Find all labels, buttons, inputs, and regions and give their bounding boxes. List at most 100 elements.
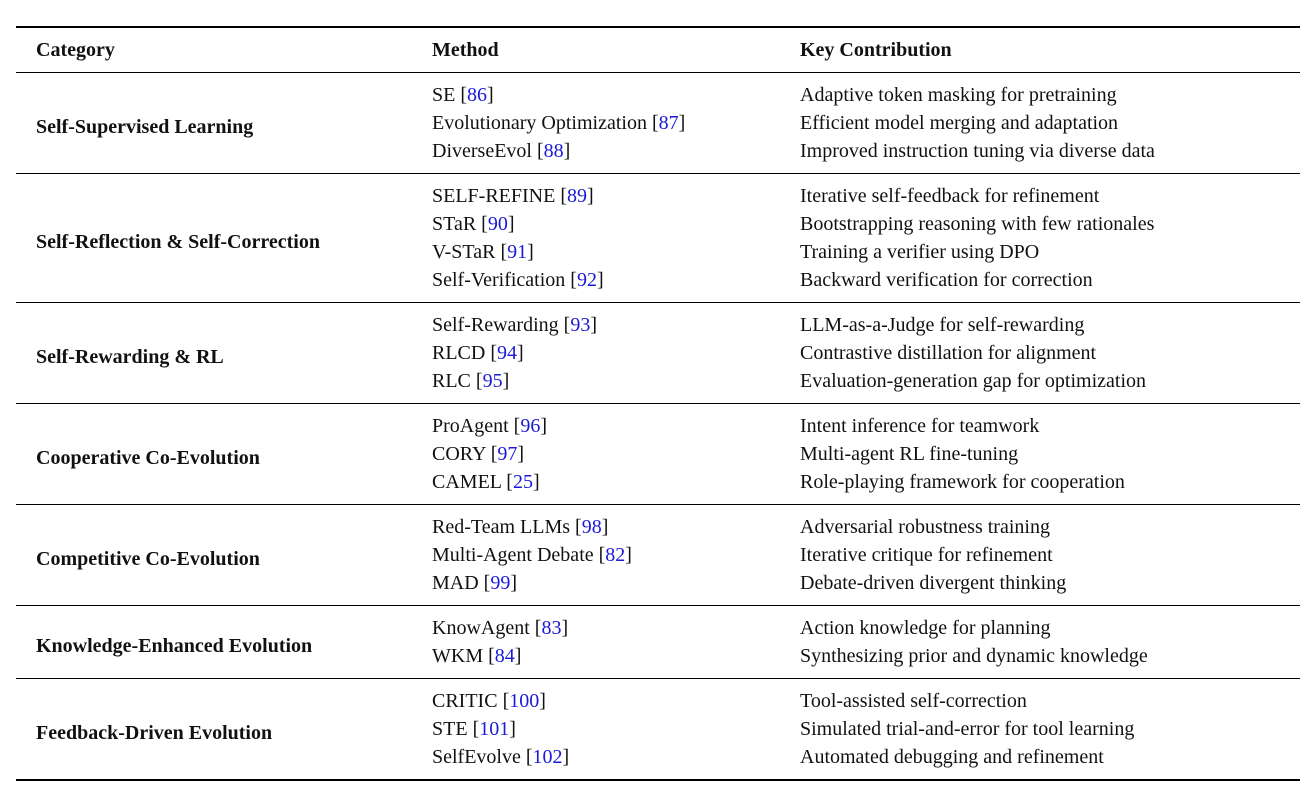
contribution-cell: Improved instruction tuning via diverse … — [800, 140, 1155, 162]
method-name: KnowAgent — [432, 617, 530, 639]
table-row: Multi-Agent Debate [82] Iterative critiqu… — [16, 541, 1300, 569]
method-name: CORY — [432, 443, 486, 465]
method-name: Self-Rewarding — [432, 314, 559, 336]
header-row: Category Method Key Contribution — [16, 27, 1300, 73]
table-row: DiverseEvol [88] Improved instruction tun… — [16, 137, 1300, 174]
category-cell: Self-Rewarding & RL — [16, 302, 412, 404]
table-row: Self-Rewarding & RL Self-Rewarding [93] LL… — [16, 302, 1300, 404]
column-header-method: Method — [432, 39, 499, 61]
category-cell: Knowledge-Enhanced Evolution — [16, 605, 412, 679]
contribution-cell: Efficient model merging and adaptation — [800, 112, 1119, 134]
citation-link[interactable]: 91 — [507, 241, 528, 263]
citation-link[interactable]: 93 — [570, 314, 591, 336]
method-cell: CRITIC [100] — [412, 678, 780, 715]
method-cell: WKM [84] — [432, 645, 522, 667]
contribution-cell: Training a verifier using DPO — [800, 241, 1040, 263]
category-cell: Competitive Co-Evolution — [16, 504, 412, 606]
method-cell: V-STaR [91] — [432, 241, 534, 263]
method-cell: STaR [90] — [432, 213, 515, 235]
method-cell: SELF-REFINE [89] — [412, 173, 780, 210]
citation-link[interactable]: 84 — [494, 645, 515, 667]
contribution-cell: Multi-agent RL fine-tuning — [800, 443, 1019, 465]
citation-link[interactable]: 88 — [543, 140, 564, 162]
table-row: V-STaR [91] Training a verifier using DPO — [16, 238, 1300, 266]
contribution-cell: Intent inference for teamwork — [780, 403, 1300, 440]
method-cell: DiverseEvol [88] — [432, 140, 571, 162]
citation-link[interactable]: 83 — [541, 617, 562, 639]
contribution-cell: Iterative critique for refinement — [800, 544, 1053, 566]
method-name: Multi-Agent Debate — [432, 544, 594, 566]
table-row: Knowledge-Enhanced Evolution KnowAgent [8… — [16, 605, 1300, 679]
table-row: Competitive Co-Evolution Red-Team LLMs [9… — [16, 504, 1300, 606]
method-name: Red-Team LLMs — [432, 516, 571, 538]
table-row: CORY [97] Multi-agent RL fine-tuning — [16, 440, 1300, 468]
method-name: V-STaR — [432, 241, 496, 263]
table-row: Self-Reflection & Self-Correction SELF-RE… — [16, 173, 1300, 303]
citation-link[interactable]: 92 — [576, 269, 597, 291]
citation-link[interactable]: 97 — [497, 443, 518, 465]
contribution-cell: Role-playing framework for cooperation — [800, 471, 1125, 493]
category-cell: Self-Reflection & Self-Correction — [16, 173, 412, 303]
contribution-cell: Contrastive distillation for alignment — [800, 342, 1097, 364]
table-row: RLCD [94] Contrastive distillation for al… — [16, 339, 1300, 367]
method-cell: CAMEL [25] — [432, 471, 540, 493]
method-cell: MAD [99] — [432, 572, 518, 594]
method-name: CAMEL — [432, 471, 502, 493]
contribution-cell: Automated debugging and refinement — [800, 746, 1104, 768]
contribution-cell: Tool-assisted self-correction — [780, 678, 1300, 715]
method-name: MAD — [432, 572, 479, 594]
method-cell: SelfEvolve [102] — [432, 746, 570, 768]
method-name: STaR — [432, 213, 477, 235]
method-cell: SE [86] — [412, 72, 780, 109]
citation-link[interactable]: 82 — [605, 544, 626, 566]
table-row: CAMEL [25] Role-playing framework for coo… — [16, 468, 1300, 505]
method-name: SE — [432, 84, 456, 106]
table-row: Self-Supervised Learning SE [86] Adaptive … — [16, 72, 1300, 174]
citation-link[interactable]: 90 — [487, 213, 508, 235]
citation-link[interactable]: 25 — [512, 471, 533, 493]
citation-link[interactable]: 94 — [497, 342, 518, 364]
citation-link[interactable]: 87 — [658, 112, 679, 134]
contribution-cell: Bootstrapping reasoning with few rationa… — [800, 213, 1155, 235]
method-name: SELF-REFINE — [432, 185, 556, 207]
method-name: CRITIC — [432, 690, 498, 712]
citation-link[interactable]: 86 — [467, 84, 488, 106]
method-name: Evolutionary Optimization — [432, 112, 647, 134]
contribution-cell: Iterative self-feedback for refinement — [780, 173, 1300, 210]
citation-link[interactable]: 100 — [509, 690, 540, 712]
citation-link[interactable]: 89 — [567, 185, 588, 207]
contribution-cell: Adversarial robustness training — [780, 504, 1300, 541]
contribution-cell: Debate-driven divergent thinking — [800, 572, 1067, 594]
method-name: DiverseEvol — [432, 140, 532, 162]
table-row: Feedback-Driven Evolution CRITIC [100] Too… — [16, 678, 1300, 780]
citation-link[interactable]: 101 — [479, 718, 510, 740]
method-name: WKM — [432, 645, 484, 667]
column-header-key-contribution: Key Contribution — [800, 39, 952, 61]
method-cell: KnowAgent [83] — [412, 605, 780, 642]
method-cell: ProAgent [96] — [412, 403, 780, 440]
method-cell: RLC [95] — [432, 370, 510, 392]
table-row: Evolutionary Optimization [87] Efficient … — [16, 109, 1300, 137]
method-cell: RLCD [94] — [432, 342, 524, 364]
paper-table-container: Category Method Key Contribution Self-Su… — [16, 26, 1300, 781]
method-cell: CORY [97] — [432, 443, 525, 465]
method-cell: Multi-Agent Debate [82] — [432, 544, 632, 566]
citation-link[interactable]: 96 — [520, 415, 541, 437]
citation-link[interactable]: 95 — [482, 370, 503, 392]
method-name: Self-Verification — [432, 269, 566, 291]
table-row: STE [101] Simulated trial-and-error for t… — [16, 715, 1300, 743]
table-row: RLC [95] Evaluation-generation gap for op… — [16, 367, 1300, 404]
method-name: RLCD — [432, 342, 486, 364]
contribution-cell: Synthesizing prior and dynamic knowledge — [800, 645, 1148, 667]
table-row: Self-Verification [92] Backward verificat… — [16, 266, 1300, 303]
method-cell: Evolutionary Optimization [87] — [432, 112, 686, 134]
method-cell: Self-Rewarding [93] — [412, 302, 780, 339]
contribution-cell: Adaptive token masking for pretraining — [780, 72, 1300, 109]
contribution-cell: LLM-as-a-Judge for self-rewarding — [780, 302, 1300, 339]
category-cell: Feedback-Driven Evolution — [16, 678, 412, 780]
citation-link[interactable]: 98 — [581, 516, 602, 538]
method-cell: STE [101] — [432, 718, 516, 740]
citation-link[interactable]: 102 — [532, 746, 563, 768]
table-row: MAD [99] Debate-driven divergent thinking — [16, 569, 1300, 606]
citation-link[interactable]: 99 — [490, 572, 511, 594]
